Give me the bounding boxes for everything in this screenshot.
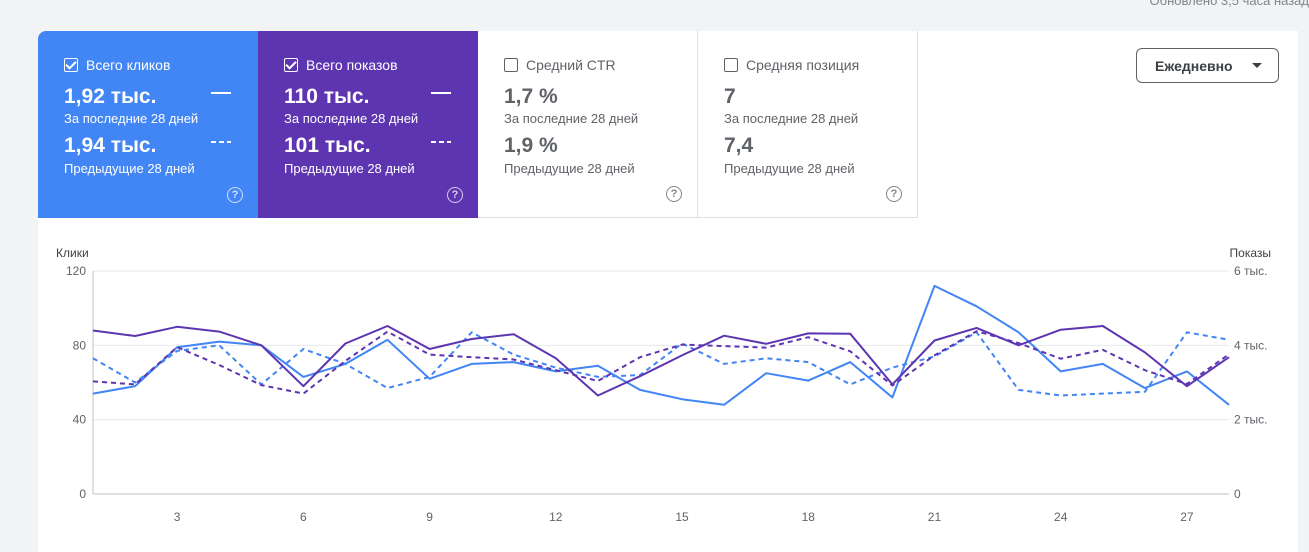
metric-previous-value: 101 тыс. — [284, 134, 371, 157]
metric-previous-label: Предыдущие 28 дней — [284, 161, 415, 176]
solid-line-legend-icon — [431, 92, 451, 94]
impressions-current-line — [92, 325, 1230, 397]
metric-previous-label: Предыдущие 28 дней — [64, 161, 195, 176]
metric-header: Всего показов — [284, 57, 398, 73]
x-tick-label: 24 — [1054, 510, 1068, 524]
metric-previous-value: 1,9 % — [504, 134, 558, 157]
metric-total-clicks[interactable]: Всего кликов 1,92 тыс. За последние 28 д… — [38, 31, 258, 218]
metric-current-value: 1,7 % — [504, 85, 558, 108]
chart-series — [92, 284, 1230, 406]
metric-current-value: 1,92 тыс. — [64, 85, 157, 108]
last-updated-note: Обновлено 3,5 часа назад — [1149, 0, 1309, 8]
dashed-line-legend-icon — [211, 141, 231, 143]
clicks-current-line — [92, 284, 1230, 406]
metric-title: Всего показов — [306, 57, 398, 73]
x-tick-label: 3 — [174, 510, 181, 524]
caret-down-icon — [1252, 63, 1262, 68]
metric-current-label: За последние 28 дней — [64, 111, 199, 126]
left-tick-label: 80 — [73, 338, 87, 352]
right-tick-label: 6 тыс. — [1234, 264, 1267, 278]
metric-title: Средний CTR — [526, 57, 616, 73]
left-axis-title: Клики — [56, 246, 89, 260]
metric-previous-label: Предыдущие 28 дней — [724, 161, 855, 176]
metric-tiles: Всего кликов 1,92 тыс. За последние 28 д… — [38, 31, 918, 218]
metric-header: Всего кликов — [64, 57, 170, 73]
right-tick-label: 2 тыс. — [1234, 413, 1267, 427]
metric-previous-value: 7,4 — [724, 134, 754, 157]
performance-chart[interactable]: Клики Показы 0 40 80 120 0 2 тыс. 4 тыс. 6 тыс… — [38, 31, 1298, 552]
help-icon[interactable]: ? — [227, 187, 243, 203]
metric-current-label: За последние 28 дней — [504, 111, 639, 126]
help-icon[interactable]: ? — [886, 186, 902, 202]
period-select-value: Ежедневно — [1155, 57, 1233, 74]
metric-average-ctr[interactable]: Средний CTR 1,7 % За последние 28 дней 1… — [478, 31, 698, 218]
metric-current-value: 7 — [724, 85, 736, 108]
help-icon[interactable]: ? — [447, 187, 463, 203]
dashed-line-legend-icon — [431, 141, 451, 143]
metric-title: Всего кликов — [86, 57, 171, 73]
metric-current-label: За последние 28 дней — [284, 111, 419, 126]
metric-current-value: 110 тыс. — [284, 85, 370, 108]
metric-previous-label: Предыдущие 28 дней — [504, 161, 635, 176]
help-icon[interactable]: ? — [666, 186, 682, 202]
solid-line-legend-icon — [211, 92, 231, 94]
checkbox-unchecked-icon[interactable] — [724, 58, 738, 72]
impressions-previous-line — [92, 330, 1230, 395]
performance-card: Всего кликов 1,92 тыс. За последние 28 д… — [38, 31, 1298, 552]
left-axis-ticks: 0 40 80 120 — [66, 264, 86, 501]
right-axis-ticks: 0 2 тыс. 4 тыс. 6 тыс. — [1234, 264, 1267, 501]
x-tick-label: 12 — [549, 510, 563, 524]
x-tick-label: 6 — [300, 510, 307, 524]
metric-header: Средний CTR — [504, 57, 616, 73]
checkbox-unchecked-icon[interactable] — [504, 58, 518, 72]
chart-grid — [92, 270, 1229, 495]
x-tick-label: 21 — [928, 510, 942, 524]
metric-header: Средняя позиция — [724, 57, 859, 73]
x-axis-ticks: 3 6 9 12 15 18 21 24 27 — [174, 510, 1194, 524]
left-tick-label: 0 — [79, 487, 86, 501]
metric-title: Средняя позиция — [746, 57, 860, 73]
left-tick-label: 40 — [73, 413, 87, 427]
right-axis-title: Показы — [1230, 246, 1271, 260]
checkbox-checked-icon[interactable] — [64, 58, 78, 72]
right-tick-label: 0 — [1234, 487, 1241, 501]
metric-current-label: За последние 28 дней — [724, 111, 859, 126]
period-select[interactable]: Ежедневно — [1136, 48, 1279, 83]
right-tick-label: 4 тыс. — [1234, 338, 1267, 352]
metric-previous-value: 1,94 тыс. — [64, 134, 157, 157]
x-tick-label: 9 — [426, 510, 433, 524]
x-tick-label: 27 — [1180, 510, 1194, 524]
metric-total-impressions[interactable]: Всего показов 110 тыс. За последние 28 д… — [258, 31, 478, 218]
left-tick-label: 120 — [66, 264, 86, 278]
x-tick-label: 15 — [675, 510, 689, 524]
metric-average-position[interactable]: Средняя позиция 7 За последние 28 дней 7… — [698, 31, 918, 218]
x-tick-label: 18 — [802, 510, 816, 524]
checkbox-checked-icon[interactable] — [284, 58, 298, 72]
